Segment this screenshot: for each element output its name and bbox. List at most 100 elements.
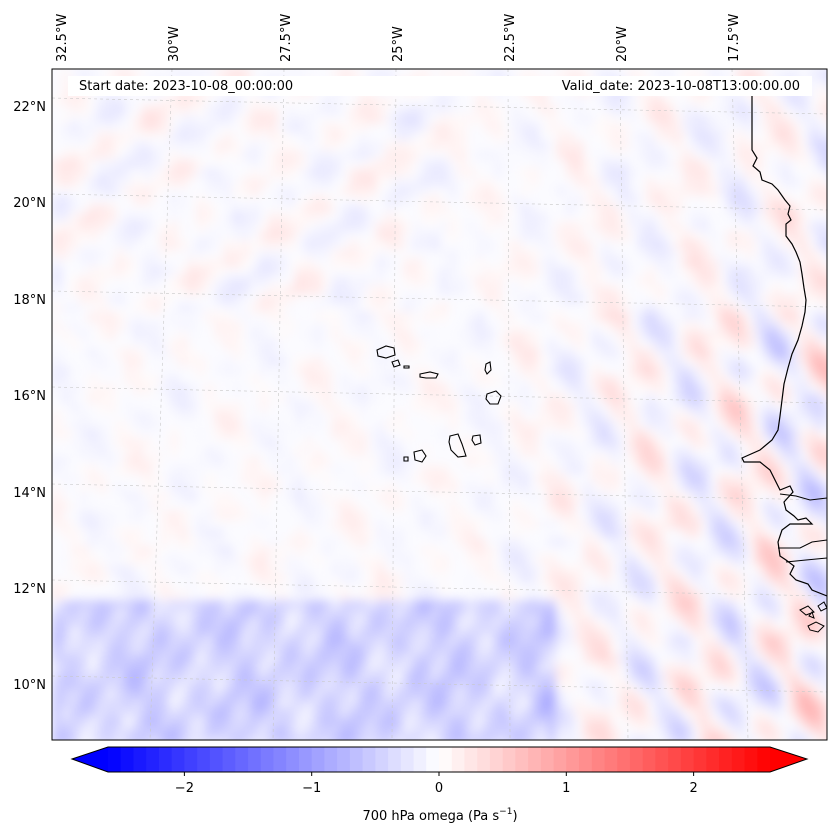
colorbar-extend-high (770, 747, 807, 772)
colorbar-segment (655, 747, 669, 772)
latitude-label: 22°N (13, 100, 46, 115)
colorbar-segment (120, 747, 135, 772)
latitude-label: 14°N (13, 486, 46, 501)
colorbar-tick-label: −2 (175, 781, 194, 796)
island-boa-vista (485, 390, 502, 405)
colorbar-outline (70, 746, 809, 773)
colorbar-segment (591, 747, 606, 772)
colorbar-segment (235, 747, 249, 772)
longitude-label: 27.5°W (279, 14, 294, 62)
colorbar-segment (477, 747, 491, 772)
colorbar-segment (108, 747, 122, 772)
colorbar-segment (133, 747, 147, 772)
omega-field (52, 69, 827, 740)
colorbar-segment (286, 747, 300, 772)
colorbar-segment (706, 747, 720, 772)
island-sao-nicolau (419, 371, 439, 379)
colorbar-segment (553, 747, 567, 772)
colorbar-segment (451, 747, 466, 772)
gambia-estuary (779, 493, 827, 501)
longitude-label: 17.5°W (727, 14, 742, 62)
start-date-label: Start date: 2023-10-08_00:00:00 (79, 79, 293, 94)
latitude-labels: 22°N 20°N 18°N 16°N 14°N 12°N 10°N (13, 100, 46, 693)
colorbar-segment (209, 747, 224, 772)
meridian-gridline (731, 69, 749, 740)
colorbar-tick-label: 2 (689, 781, 697, 796)
colorbar-segment (731, 747, 746, 772)
longitude-label: 32.5°W (55, 14, 70, 62)
valid-date-label: Valid_date: 2023-10-08T13:00:00.00 (562, 79, 800, 94)
meridian-gridline (391, 69, 397, 740)
colorbar-segment (668, 747, 682, 772)
colorbar-tick-label: 1 (562, 781, 570, 796)
colorbar-segment (337, 747, 351, 772)
colorbar-segment (324, 747, 338, 772)
colorbar-segment (566, 747, 580, 772)
colorbar-segment (528, 747, 542, 772)
colorbar-segment (757, 747, 771, 772)
colorbar-tick-label: −1 (302, 781, 321, 796)
meridian-gridline (507, 69, 511, 740)
latitude-label: 20°N (13, 196, 46, 211)
colorbar-segment (298, 747, 313, 772)
colorbar-segment (642, 747, 657, 772)
colorbar-segment (375, 747, 389, 772)
colorbar-segment (426, 747, 440, 772)
island-santa-luzia (403, 365, 410, 369)
colorbar: −2 −1 0 1 2 700 hPa omega (Pa s−1) (70, 746, 809, 824)
colorbar-segment (439, 747, 453, 772)
island-maio (471, 434, 482, 446)
bijagos-islands (799, 601, 827, 633)
colorbar-segment (464, 747, 478, 772)
colorbar-segment (617, 747, 631, 772)
colorbar-segment (489, 747, 504, 772)
colorbar-segment (158, 747, 173, 772)
colorbar-segment (629, 747, 644, 772)
latitude-label: 12°N (13, 582, 46, 597)
colorbar-segment (579, 747, 593, 772)
island-santiago (448, 433, 467, 458)
colorbar-label-main: 700 hPa omega (Pa s (362, 809, 499, 824)
colorbar-segment (502, 747, 516, 772)
island-fogo (413, 449, 427, 463)
africa-coastline (741, 92, 827, 597)
colorbar-segments (108, 747, 771, 772)
colorbar-label-close: ) (512, 809, 517, 824)
colorbar-segment (222, 747, 236, 772)
island-santo-antao (376, 345, 396, 359)
colorbar-segment (248, 747, 262, 772)
colorbar-ticks: −2 −1 0 1 2 (175, 772, 698, 796)
meridian-gridline (149, 69, 173, 740)
colorbar-segment (184, 747, 198, 772)
island-sao-vicente (391, 359, 401, 368)
gridlines (52, 69, 827, 740)
meridian-gridline (619, 69, 629, 740)
latitude-label: 18°N (13, 293, 46, 308)
colorbar-segment (413, 747, 427, 772)
colorbar-tick-label: 0 (435, 781, 443, 796)
colorbar-segment (515, 747, 529, 772)
latitude-label: 16°N (13, 389, 46, 404)
island-sal (484, 361, 492, 375)
colorbar-segment (400, 747, 415, 772)
colorbar-segment (388, 747, 402, 772)
colorbar-segment (349, 747, 364, 772)
map-panel: Start date: 2023-10-08_00:00:00 Valid_da… (51, 68, 828, 741)
longitude-label: 30°W (167, 26, 182, 62)
latitude-label: 10°N (13, 678, 46, 693)
colorbar-segment (260, 747, 275, 772)
longitude-label: 20°W (615, 26, 630, 62)
colorbar-segment (693, 747, 707, 772)
colorbar-segment (604, 747, 618, 772)
longitude-label: 22.5°W (503, 14, 518, 62)
colorbar-segment (540, 747, 555, 772)
date-banner (68, 76, 812, 96)
colorbar-segment (171, 747, 185, 772)
guinea-bissau-coast (778, 539, 827, 563)
island-brava (403, 456, 409, 462)
colorbar-label-unit-exponent: −1 (499, 807, 512, 817)
meridian-gridline (272, 69, 285, 740)
colorbar-label: 700 hPa omega (Pa s−1) (362, 807, 517, 824)
colorbar-segment (146, 747, 160, 772)
